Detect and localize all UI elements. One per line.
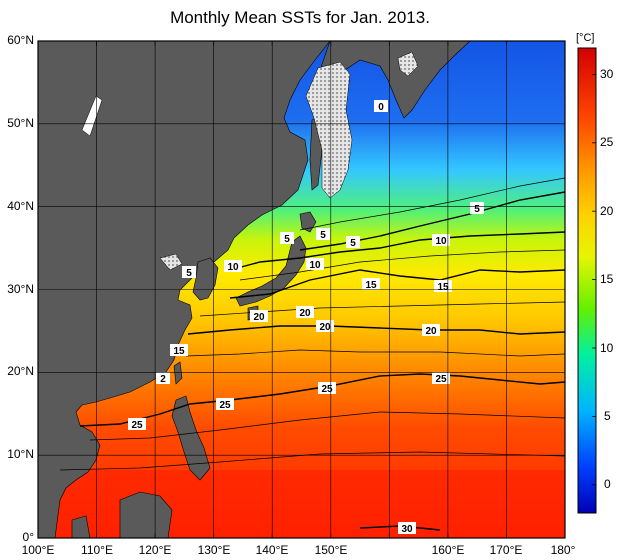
svg-text:20: 20 bbox=[253, 312, 265, 323]
svg-text:2: 2 bbox=[160, 374, 166, 385]
contour-label: 5 bbox=[316, 228, 330, 241]
svg-text:10: 10 bbox=[435, 236, 447, 247]
svg-text:20: 20 bbox=[299, 308, 311, 319]
lon-label: 140°E bbox=[255, 543, 289, 557]
lon-label: 160°E bbox=[431, 543, 465, 557]
lat-label: 60°N bbox=[7, 33, 34, 47]
svg-text:5: 5 bbox=[186, 268, 192, 279]
colorbar-tick-label: 20 bbox=[600, 204, 614, 218]
contour-label: 10 bbox=[224, 260, 242, 273]
colorbar-tick-label: 0 bbox=[604, 477, 611, 491]
colorbar-tick-label: 25 bbox=[600, 135, 614, 149]
lat-label: 30°N bbox=[7, 282, 34, 296]
contour-labels: 0 5 5 5 5 5 10 10 10 15 15 15 2 20 20 20… bbox=[128, 100, 484, 535]
graticule bbox=[38, 41, 565, 538]
svg-text:15: 15 bbox=[173, 346, 185, 357]
svg-text:15: 15 bbox=[437, 282, 449, 293]
map-area: 0 5 5 5 5 5 10 10 10 15 15 15 2 20 20 20… bbox=[38, 41, 565, 538]
svg-text:10: 10 bbox=[309, 260, 321, 271]
colorbar-tick-label: 5 bbox=[604, 409, 611, 423]
svg-text:25: 25 bbox=[435, 374, 447, 385]
lon-label: 180° bbox=[550, 543, 576, 557]
lat-label: 20°N bbox=[7, 364, 34, 378]
contour-label: 5 bbox=[182, 266, 196, 279]
colorbar-tick-label: 15 bbox=[600, 272, 614, 286]
svg-text:5: 5 bbox=[474, 204, 480, 215]
contour-label: 20 bbox=[316, 320, 334, 333]
contour-label: 15 bbox=[434, 280, 452, 293]
taiwan bbox=[173, 361, 183, 385]
map-title: Monthly Mean SSTs for Jan. 2013. bbox=[170, 8, 430, 27]
svg-text:15: 15 bbox=[365, 280, 377, 291]
frame-ticks bbox=[37, 41, 507, 538]
svg-text:5: 5 bbox=[350, 238, 356, 249]
contour-label: 25 bbox=[432, 372, 450, 385]
contour-label: 20 bbox=[422, 324, 440, 337]
contour-label: 0 bbox=[374, 100, 388, 113]
contour-label: 5 bbox=[346, 236, 360, 249]
borneo bbox=[119, 491, 173, 538]
contour-label: 25 bbox=[128, 418, 146, 431]
contour-label: 15 bbox=[362, 278, 380, 291]
asia-landmass bbox=[38, 41, 331, 538]
svg-text:25: 25 bbox=[321, 384, 333, 395]
svg-text:5: 5 bbox=[284, 234, 290, 245]
svg-text:25: 25 bbox=[219, 400, 231, 411]
colorbar-tick-label: 10 bbox=[600, 341, 614, 355]
contour-label: 15 bbox=[170, 344, 188, 357]
contour-label: 2 bbox=[156, 372, 170, 385]
map-frame bbox=[37, 40, 566, 539]
sea-ice bbox=[305, 61, 353, 199]
contour-label: 30 bbox=[398, 522, 416, 535]
lon-label: 150°E bbox=[314, 543, 348, 557]
lat-label: 50°N bbox=[7, 116, 34, 130]
lat-label: 0° bbox=[22, 530, 34, 544]
contour-label: 20 bbox=[250, 310, 268, 323]
svg-text:25: 25 bbox=[131, 420, 143, 431]
philippines bbox=[171, 395, 211, 481]
svg-text:20: 20 bbox=[319, 322, 331, 333]
japan-islands bbox=[235, 235, 307, 307]
contour-label: 10 bbox=[306, 258, 324, 271]
colorbar-unit: [°C] bbox=[576, 32, 595, 44]
contour-label: 5 bbox=[470, 202, 484, 215]
lat-label: 40°N bbox=[7, 199, 34, 213]
colorbar-tick-label: 30 bbox=[600, 67, 614, 81]
lat-label: 10°N bbox=[7, 447, 34, 461]
colorbar bbox=[577, 47, 597, 514]
lon-label: 170°E bbox=[489, 543, 523, 557]
lon-label: 120°E bbox=[138, 543, 172, 557]
contour-label: 10 bbox=[432, 234, 450, 247]
lon-label: 130°E bbox=[197, 543, 231, 557]
lon-label: 110°E bbox=[81, 543, 113, 557]
contour-label: 25 bbox=[216, 398, 234, 411]
contour-label: 20 bbox=[296, 306, 314, 319]
lon-label: 100°E bbox=[21, 543, 55, 557]
colorbar-ticks bbox=[592, 74, 596, 486]
svg-text:5: 5 bbox=[320, 230, 326, 241]
svg-text:30: 30 bbox=[401, 524, 413, 535]
contour-label: 5 bbox=[280, 232, 294, 245]
svg-text:0: 0 bbox=[378, 102, 384, 113]
contour-label: 25 bbox=[318, 382, 336, 395]
svg-text:10: 10 bbox=[227, 262, 239, 273]
svg-text:20: 20 bbox=[425, 326, 437, 337]
